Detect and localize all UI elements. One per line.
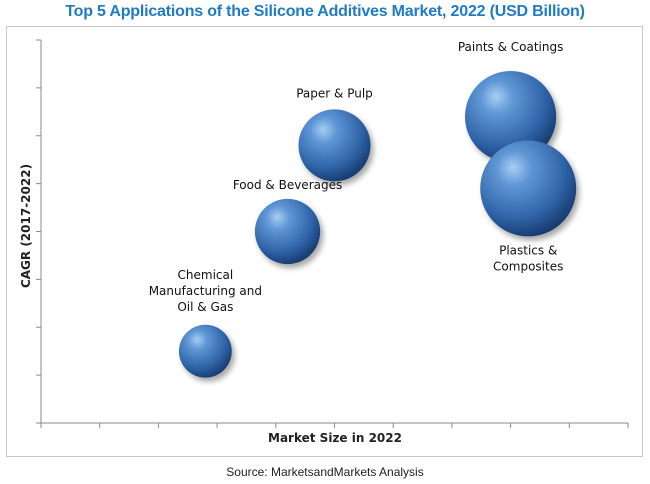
bubble-label-food-beverages: Food & Beverages — [233, 178, 342, 192]
bubble-label-paper-pulp: Paper & Pulp — [296, 86, 373, 100]
bubble-label-paints-coatings: Paints & Coatings — [458, 40, 564, 54]
bubble-paper-pulp — [298, 109, 371, 182]
x-axis-label: Market Size in 2022 — [268, 431, 402, 445]
bubbles — [178, 71, 577, 378]
chart-frame — [6, 26, 643, 457]
bubble-chemical-manufacturing-and-oil-gas — [178, 324, 232, 378]
bubble-plastics-composites — [480, 140, 577, 237]
bubble-food-beverages — [254, 198, 321, 265]
bubble-paints-coatings — [465, 71, 557, 163]
axes — [36, 39, 629, 428]
bubble-label-plastics-composites: Plastics & Composites — [493, 243, 563, 273]
y-axis-label: CAGR (2017-2022) — [19, 164, 33, 288]
source-note: Source: MarketsandMarkets Analysis — [226, 465, 424, 479]
bubble-label-chemical-manufacturing-and-oil-gas: Chemical Manufacturing and Oil & Gas — [149, 268, 262, 314]
bubble-labels: Chemical Manufacturing and Oil & Gas Food &… — [149, 40, 564, 314]
chart-title: Top 5 Applications of the Silicone Addit… — [65, 3, 585, 20]
